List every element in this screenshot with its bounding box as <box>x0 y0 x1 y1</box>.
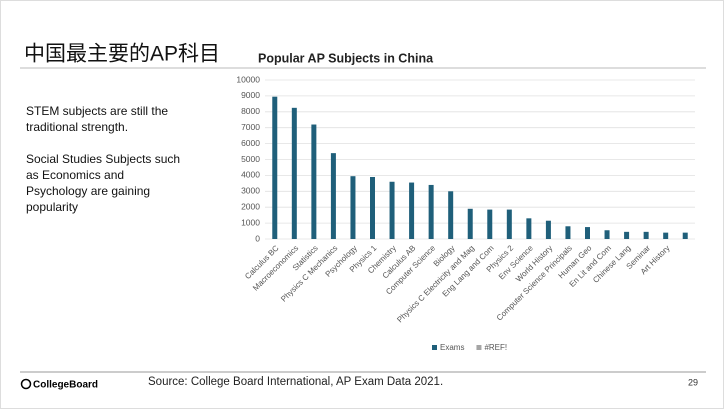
chart-title: Popular AP Subjects in China <box>258 51 434 65</box>
y-tick-label: 4000 <box>241 170 260 180</box>
bar <box>545 220 551 239</box>
y-tick-label: 9000 <box>241 90 260 100</box>
bar <box>624 231 630 239</box>
bar <box>604 230 610 239</box>
bar <box>565 226 571 239</box>
bar <box>506 209 512 239</box>
bar <box>448 191 454 239</box>
legend-swatch <box>476 345 482 350</box>
y-tick-label: 2000 <box>241 201 260 211</box>
legend-label: Exams <box>440 343 464 352</box>
y-tick-label: 1000 <box>241 217 260 227</box>
note: STEM subjects are still the traditional … <box>26 104 169 134</box>
slide-title: 中国最主要的AP科目 <box>24 43 220 66</box>
source: Source: College Board International, AP … <box>148 376 443 388</box>
bar <box>643 231 649 239</box>
bar <box>291 107 297 239</box>
bar <box>350 176 356 239</box>
note: Social Studies Subjects such as Economic… <box>26 152 181 214</box>
legend-swatch <box>432 345 437 350</box>
y-tick-label: 5000 <box>241 154 260 164</box>
bar <box>585 227 590 239</box>
bar <box>428 184 434 239</box>
logo: CollegeBoard <box>33 380 98 391</box>
bar <box>682 232 688 239</box>
bar <box>526 218 532 239</box>
y-tick-label: 7000 <box>241 122 260 132</box>
bar <box>467 208 473 239</box>
y-tick-label: 10000 <box>236 74 260 84</box>
legend-label: #REF! <box>484 343 507 352</box>
bar <box>487 209 493 239</box>
bar <box>272 96 278 239</box>
bar <box>370 176 375 239</box>
y-tick-label: 6000 <box>241 138 260 148</box>
bar <box>389 181 395 239</box>
y-tick-label: 8000 <box>241 106 260 116</box>
bar <box>311 124 317 239</box>
y-tick-label: 0 <box>255 233 260 243</box>
bar <box>663 232 669 239</box>
y-tick-label: 3000 <box>241 186 260 196</box>
bar <box>409 182 415 239</box>
page-number: 29 <box>688 377 698 387</box>
bar <box>330 153 336 239</box>
logo-icon <box>20 378 32 390</box>
